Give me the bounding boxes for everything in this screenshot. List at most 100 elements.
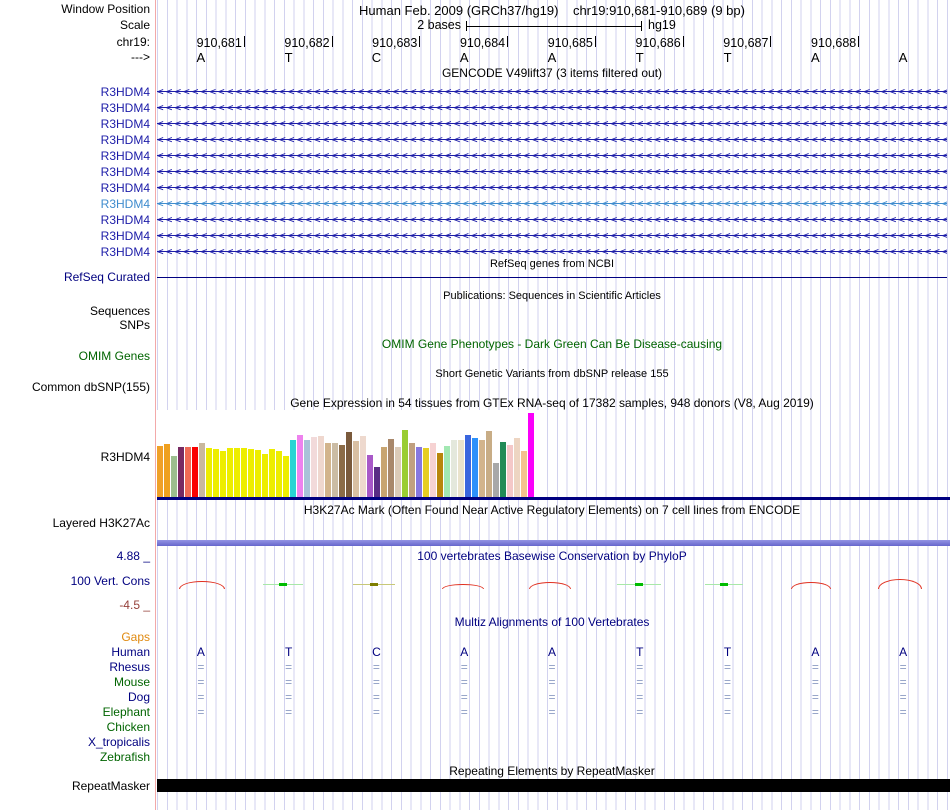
- gtex-tissue-bar[interactable]: [290, 440, 296, 497]
- multiz-species-label[interactable]: Zebrafish: [99, 750, 150, 764]
- gtex-tissue-bar[interactable]: [493, 463, 499, 497]
- gene-transcript-label[interactable]: R3HDM4: [100, 165, 150, 179]
- gtex-tissue-bar[interactable]: [164, 444, 170, 497]
- gtex-tissue-bar[interactable]: [479, 440, 485, 497]
- gene-transcript-row[interactable]: <<<<<<<<<<<<<<<<<<<<<<<<<<<<<<<<<<<<<<<<…: [157, 245, 947, 258]
- multiz-species-label[interactable]: X_tropicalis: [87, 735, 150, 749]
- gene-transcript-label[interactable]: R3HDM4: [100, 229, 150, 243]
- gtex-tissue-bar[interactable]: [402, 430, 408, 497]
- gene-transcript-row[interactable]: <<<<<<<<<<<<<<<<<<<<<<<<<<<<<<<<<<<<<<<<…: [157, 213, 947, 226]
- gtex-tissue-bar[interactable]: [262, 454, 268, 497]
- window-position-header: Human Feb. 2009 (GRCh37/hg19) chr19:910,…: [157, 3, 947, 18]
- gtex-tissue-bar[interactable]: [451, 440, 457, 497]
- gtex-tissue-bar[interactable]: [220, 451, 226, 497]
- gene-transcript-row[interactable]: <<<<<<<<<<<<<<<<<<<<<<<<<<<<<<<<<<<<<<<<…: [157, 117, 947, 130]
- h3k27ac-signal-bar[interactable]: [157, 540, 950, 546]
- repeatmasker-element-bar[interactable]: [157, 779, 950, 792]
- gtex-tissue-bar[interactable]: [374, 467, 380, 497]
- multiz-species-label[interactable]: Rhesus: [109, 660, 150, 674]
- refseq-gene-item[interactable]: [157, 277, 947, 278]
- gtex-tissue-bar[interactable]: [269, 449, 275, 497]
- gtex-tissue-bar[interactable]: [486, 431, 492, 497]
- gtex-tissue-bar[interactable]: [178, 447, 184, 497]
- gtex-tissue-bar[interactable]: [206, 448, 212, 497]
- gene-transcript-row[interactable]: <<<<<<<<<<<<<<<<<<<<<<<<<<<<<<<<<<<<<<<<…: [157, 181, 947, 194]
- gene-transcript-row[interactable]: <<<<<<<<<<<<<<<<<<<<<<<<<<<<<<<<<<<<<<<<…: [157, 149, 947, 162]
- gene-transcript-label[interactable]: R3HDM4: [100, 101, 150, 115]
- gtex-tissue-bar[interactable]: [465, 435, 471, 497]
- gtex-tissue-bar[interactable]: [437, 453, 443, 497]
- gene-transcript-label[interactable]: R3HDM4: [100, 149, 150, 163]
- gtex-tissue-bar[interactable]: [241, 448, 247, 497]
- gene-transcript-row[interactable]: <<<<<<<<<<<<<<<<<<<<<<<<<<<<<<<<<<<<<<<<…: [157, 165, 947, 178]
- gtex-tissue-bar[interactable]: [528, 413, 534, 497]
- gtex-tissue-bar[interactable]: [304, 440, 310, 497]
- gtex-tissue-bar[interactable]: [276, 451, 282, 497]
- gtex-tissue-bar[interactable]: [423, 448, 429, 497]
- gtex-tissue-bar[interactable]: [458, 440, 464, 497]
- gtex-tissue-bar[interactable]: [521, 451, 527, 497]
- dbsnp-track-title: Short Genetic Variants from dbSNP releas…: [435, 368, 669, 380]
- chrom-label: chr19:: [116, 35, 150, 49]
- gene-transcript-label[interactable]: R3HDM4: [100, 197, 150, 211]
- multiz-species-label[interactable]: Human: [111, 645, 150, 659]
- gtex-tissue-bar[interactable]: [430, 443, 436, 497]
- multiz-species-label[interactable]: Mouse: [113, 675, 150, 689]
- gtex-tissue-bar[interactable]: [332, 443, 338, 497]
- gtex-tissue-bar[interactable]: [157, 446, 163, 497]
- phylop-negative-arc: [529, 582, 571, 589]
- gtex-tissue-bar[interactable]: [346, 432, 352, 497]
- gene-transcript-label[interactable]: R3HDM4: [100, 181, 150, 195]
- gtex-tissue-bar[interactable]: [227, 448, 233, 497]
- gtex-tissue-bar[interactable]: [416, 447, 422, 497]
- gtex-tissue-bar[interactable]: [395, 447, 401, 497]
- multiz-alignment-cell: =: [899, 675, 907, 689]
- base-position-gridlines: [157, 0, 950, 810]
- multiz-species-label[interactable]: Chicken: [106, 720, 150, 734]
- gene-transcript-label[interactable]: R3HDM4: [100, 85, 150, 99]
- gtex-tissue-bar[interactable]: [234, 448, 240, 497]
- gtex-tissue-bar[interactable]: [500, 442, 506, 497]
- phylop-positive-center: [635, 583, 643, 586]
- gtex-tissue-bar[interactable]: [353, 441, 359, 497]
- gtex-tissue-bar[interactable]: [444, 446, 450, 497]
- gene-transcript-label[interactable]: R3HDM4: [100, 245, 150, 259]
- multiz-species-label[interactable]: Elephant: [102, 705, 150, 719]
- gene-transcript-row[interactable]: <<<<<<<<<<<<<<<<<<<<<<<<<<<<<<<<<<<<<<<<…: [157, 85, 947, 98]
- gtex-tissue-bar[interactable]: [388, 439, 394, 497]
- gene-transcript-label[interactable]: R3HDM4: [100, 133, 150, 147]
- gtex-tissue-bar[interactable]: [185, 447, 191, 497]
- phylop-positive-center: [720, 583, 728, 586]
- gtex-tissue-bar[interactable]: [360, 436, 366, 497]
- gtex-tissue-bar[interactable]: [255, 450, 261, 497]
- gtex-tissue-bar[interactable]: [325, 443, 331, 497]
- gene-transcript-row[interactable]: <<<<<<<<<<<<<<<<<<<<<<<<<<<<<<<<<<<<<<<<…: [157, 101, 947, 114]
- gtex-tissue-bar[interactable]: [199, 443, 205, 497]
- gene-transcript-row[interactable]: <<<<<<<<<<<<<<<<<<<<<<<<<<<<<<<<<<<<<<<<…: [157, 229, 947, 242]
- gtex-tissue-bar[interactable]: [367, 455, 373, 497]
- gtex-tissue-bar[interactable]: [248, 449, 254, 497]
- gtex-tissue-bar[interactable]: [171, 456, 177, 497]
- gtex-tissue-bar[interactable]: [318, 436, 324, 497]
- multiz-alignment-cell: =: [899, 690, 907, 704]
- multiz-species-label[interactable]: Dog: [127, 690, 150, 704]
- gtex-tissue-bar[interactable]: [339, 445, 345, 497]
- gtex-tissue-bar[interactable]: [192, 447, 198, 497]
- gtex-tissue-bar[interactable]: [472, 438, 478, 497]
- gtex-tissue-bar[interactable]: [507, 445, 513, 497]
- gtex-tissue-bar[interactable]: [311, 437, 317, 497]
- phylop-max-label: 4.88 _: [116, 549, 150, 563]
- multiz-alignment-cell: =: [285, 675, 293, 689]
- repeatmasker-track-title: Repeating Elements by RepeatMasker: [449, 764, 655, 778]
- gtex-tissue-bar[interactable]: [381, 447, 387, 497]
- multiz-track-title: Multiz Alignments of 100 Vertebrates: [454, 615, 650, 629]
- gtex-tissue-bar[interactable]: [297, 435, 303, 497]
- gtex-tissue-bar[interactable]: [409, 443, 415, 497]
- gene-transcript-row[interactable]: <<<<<<<<<<<<<<<<<<<<<<<<<<<<<<<<<<<<<<<<…: [157, 133, 947, 146]
- gene-transcript-label[interactable]: R3HDM4: [100, 213, 150, 227]
- gtex-tissue-bar[interactable]: [283, 456, 289, 497]
- gene-transcript-label[interactable]: R3HDM4: [100, 117, 150, 131]
- gtex-tissue-bar[interactable]: [213, 449, 219, 497]
- gene-transcript-row[interactable]: <<<<<<<<<<<<<<<<<<<<<<<<<<<<<<<<<<<<<<<<…: [157, 197, 947, 210]
- gtex-tissue-bar[interactable]: [514, 438, 520, 497]
